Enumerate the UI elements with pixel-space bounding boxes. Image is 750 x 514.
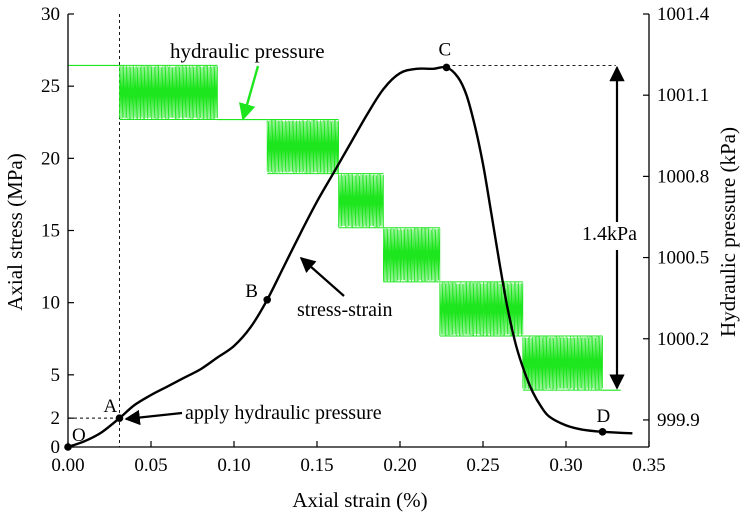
point-O	[64, 443, 72, 451]
point-D	[598, 428, 607, 436]
annotations: hydraulic pressure stress-strain apply h…	[124, 39, 637, 426]
y2-tick-label: 1000.2	[657, 329, 709, 350]
point-label-C: C	[438, 39, 451, 60]
x-tick-label: 0.25	[466, 455, 499, 476]
y-tick-label: 0	[51, 437, 61, 458]
y2-tick-label: 999.9	[657, 410, 700, 431]
pressure-range-label: 1.4kPa	[582, 223, 637, 245]
y-tick-label: 10	[41, 293, 60, 314]
ticks: 0.00 0.05 0.10 0.15 0.20 0.25 0.30 0.3502510152…	[41, 4, 710, 476]
hydraulic-pressure-step	[338, 173, 384, 228]
stress-strain-label: stress-strain	[297, 299, 393, 321]
y-tick-label: 30	[41, 4, 60, 25]
y-axis-title: Axial stress (MPa)	[3, 153, 27, 310]
hydraulic-pressure-step	[266, 119, 339, 174]
x-tick-label: 0.10	[217, 455, 250, 476]
y-tick-label: 20	[41, 148, 60, 169]
y-tick-label: 2	[51, 408, 61, 429]
hydraulic-pressure-step	[439, 281, 524, 337]
hydraulic-pressure-step	[383, 227, 441, 282]
y2-tick-label: 1001.1	[657, 85, 709, 106]
y-tick-label: 5	[51, 365, 61, 386]
x-axis-title: Axial strain (%)	[292, 488, 427, 512]
point-B	[263, 295, 272, 304]
x-tick-label: 0.35	[632, 455, 665, 476]
y2-axis-title: Hydraulic pressure (kPa)	[716, 127, 740, 337]
point-label-A: A	[103, 396, 117, 417]
y-tick-label: 25	[41, 76, 60, 97]
hydraulic-pressure-step	[119, 65, 218, 120]
x-tick-label: 0.30	[549, 455, 582, 476]
y-tick-label: 15	[41, 221, 60, 242]
point-label-O: O	[72, 425, 86, 446]
stress-strain-arrow	[299, 256, 345, 297]
y2-tick-label: 1000.8	[657, 166, 709, 187]
x-tick-label: 0.00	[51, 455, 84, 476]
stress-strain-series	[67, 65, 633, 449]
point-label-D: D	[597, 406, 611, 427]
hydraulic-pressure-series	[68, 64, 621, 391]
apply-pressure-arrow	[124, 409, 183, 426]
point-label-B: B	[245, 281, 258, 302]
x-tick-label: 0.15	[300, 455, 333, 476]
x-tick-label: 0.05	[134, 455, 167, 476]
y2-tick-label: 1000.5	[657, 248, 709, 269]
apply-hydraulic-pressure-label: apply hydraulic pressure	[185, 402, 382, 424]
y2-tick-label: 1001.4	[657, 4, 710, 25]
hydraulic-pressure-label: hydraulic pressure	[170, 39, 325, 63]
key-points: OA B C D	[64, 39, 611, 451]
x-tick-label: 0.20	[383, 455, 416, 476]
point-C	[442, 63, 451, 72]
point-A	[115, 414, 124, 422]
hydraulic-pressure-step	[522, 336, 603, 391]
hydraulic-pressure-arrow	[239, 65, 260, 121]
stress-strain-curve	[67, 65, 633, 449]
